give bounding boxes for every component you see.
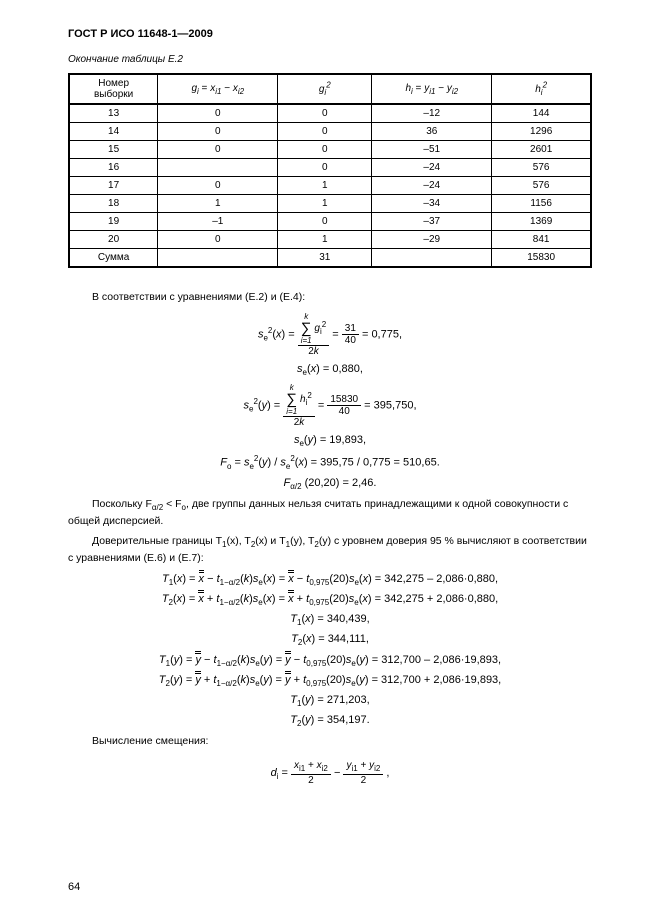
eq-sx: se(x) = 0,880, [68,363,592,377]
table-row: 19–10–371369 [69,213,591,231]
table-row: 1300–12144 [69,104,591,123]
para-eq-intro: В соответствии с уравнениями (Е.2) и (Е.… [68,290,592,306]
table-row: 1500–512601 [69,141,591,159]
table-caption: Окончание таблицы Е.2 [68,54,592,65]
doc-header: ГОСТ Р ИСО 11648-1—2009 [68,28,592,40]
para-conclusion: Поскольку Fα/2 < Fo, две группы данных н… [68,497,592,530]
col-header-h2: hi2 [492,74,591,104]
eq-Fo: Fo = se2(y) / se2(x) = 395,75 / 0,775 = … [68,454,592,471]
page: ГОСТ Р ИСО 11648-1—2009 Окончание таблиц… [0,0,646,913]
eq-sy: se(y) = 19,893, [68,434,592,448]
eq-T2y-val: T2(y) = 354,197. [68,714,592,728]
table-body: 1300–12144 1400361296 1500–512601 160–24… [69,104,591,267]
col-header-g: gi = xi1 − xi2 [158,74,278,104]
eq-T2x: T2(x) = x + t1−α/2(k)se(x) = x + t0,975(… [68,593,592,607]
eq-T1x: T1(x) = x − t1−α/2(k)se(x) = x − t0,975(… [68,573,592,587]
eq-T2x-val: T2(x) = 344,111, [68,633,592,647]
eq-T2y: T2(y) = y + t1−α/2(k)se(y) = y + t0,975(… [68,674,592,688]
table-row: 2001–29841 [69,231,591,249]
table-row-sum: Сумма3115830 [69,249,591,268]
eq-T1y-val: T1(y) = 271,203, [68,694,592,708]
eq-Fcrit: Fα/2 (20,20) = 2,46. [68,477,592,491]
eq-s2y: se2(y) = k∑i=1 hi2 2k = 1583040 = 395,75… [68,383,592,428]
table-row: 1811–341156 [69,195,591,213]
page-number: 64 [68,881,80,893]
table-row: 1400361296 [69,123,591,141]
para-conf: Доверительные границы T1(x), T2(x) и T1(… [68,534,592,567]
table-header-row: Номер выборки gi = xi1 − xi2 gi2 hi = yi… [69,74,591,104]
table-row: 1701–24576 [69,177,591,195]
para-bias: Вычисление смещения: [68,734,592,750]
eq-T1y: T1(y) = y − t1−α/2(k)se(y) = y − t0,975(… [68,654,592,668]
eq-T1x-val: T1(x) = 340,439, [68,613,592,627]
table-row: 160–24576 [69,159,591,177]
col-header-sample: Номер выборки [69,74,158,104]
col-header-g2: gi2 [278,74,372,104]
eq-s2x: se2(x) = k∑i=1 gi2 2k = 3140 = 0,775, [68,312,592,357]
eq-di: di = xi1 + xi22 − yi1 + yi22 , [68,760,592,786]
data-table: Номер выборки gi = xi1 − xi2 gi2 hi = yi… [68,73,592,268]
col-header-h: hi = yi1 − yi2 [372,74,492,104]
